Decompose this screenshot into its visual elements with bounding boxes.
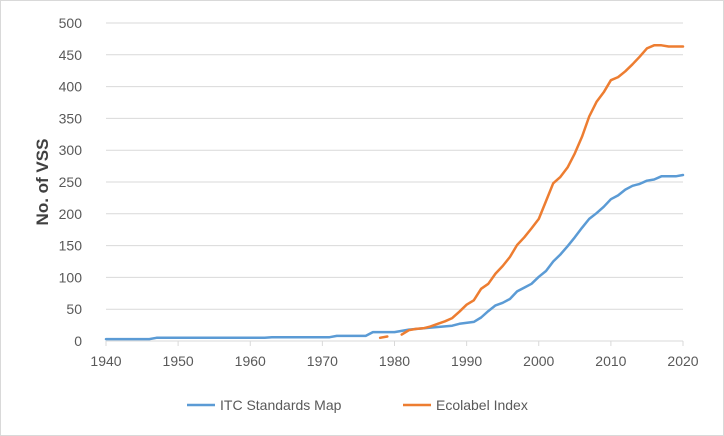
y-tick-label: 50 <box>66 301 82 317</box>
y-tick-label: 250 <box>59 174 83 190</box>
x-tick-label: 1990 <box>451 353 482 369</box>
x-tick-label: 1960 <box>235 353 266 369</box>
x-tick-label: 2010 <box>595 353 626 369</box>
y-tick-label: 450 <box>59 47 83 63</box>
x-tick-label: 1940 <box>90 353 121 369</box>
series-line-itc-standards-map-segment-0 <box>104 173 685 341</box>
legend-label-itc-standards-map: ITC Standards Map <box>220 397 342 413</box>
series-line-ecolabel-index-segment-0 <box>378 335 389 340</box>
y-tick-label: 200 <box>59 206 83 222</box>
y-tick-label: 100 <box>59 269 83 285</box>
y-tick-label: 400 <box>59 79 83 95</box>
y-tick-label: 0 <box>74 333 82 349</box>
y-tick-label: 300 <box>59 142 83 158</box>
y-axis-label: No. of VSS <box>33 139 52 226</box>
x-tick-labels: 1940 1950 1960 1970 1980 1990 2000 2010 2020 <box>90 341 699 369</box>
y-tick-label: 350 <box>59 110 83 126</box>
y-tick-label: 500 <box>59 15 83 31</box>
gridlines <box>106 22 683 310</box>
x-tick-label: 1970 <box>307 353 338 369</box>
legend-label-ecolabel-index: Ecolabel Index <box>436 397 528 413</box>
series-line-ecolabel-index-segment-1 <box>400 44 685 336</box>
series-lines <box>104 44 685 341</box>
y-tick-labels: 0 50 100 150 200 250 300 350 400 450 500 <box>59 15 83 349</box>
x-tick-label: 2020 <box>667 353 698 369</box>
x-tick-label: 1980 <box>379 353 410 369</box>
y-tick-label: 150 <box>59 238 83 254</box>
x-tick-label: 1950 <box>163 353 194 369</box>
x-tick-label: 2000 <box>523 353 554 369</box>
legend: ITC Standards Map Ecolabel Index <box>187 397 528 413</box>
